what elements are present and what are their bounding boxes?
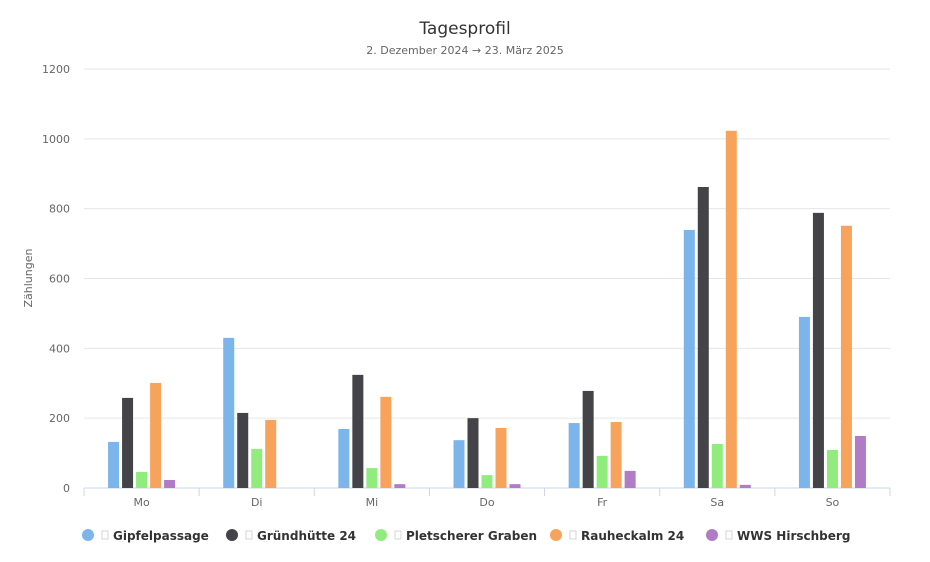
bar[interactable] [624,470,636,488]
legend-item[interactable]: Gipfelpassage [82,529,209,543]
bar[interactable] [610,422,622,488]
x-tick-label: So [826,496,840,509]
legend-item[interactable]: Rauheckalm 24 [550,529,684,543]
bar[interactable] [223,337,235,488]
missing-glyph-icon [101,530,109,540]
legend-marker-icon [82,529,94,541]
bar[interactable] [812,212,824,488]
legend-marker-icon [375,529,387,541]
bar[interactable] [453,440,465,488]
bar[interactable] [739,484,751,488]
bar[interactable] [352,374,364,488]
y-tick-label: 400 [49,342,70,355]
legend-marker-icon [706,529,718,541]
bar[interactable] [338,428,350,488]
legend-item[interactable]: Pletscherer Graben [375,529,537,543]
legend-label: Gipfelpassage [113,529,209,543]
bar[interactable] [380,396,392,488]
legend-item[interactable]: Gründhütte 24 [226,529,356,543]
y-tick-label: 0 [63,482,70,495]
y-tick-label: 800 [49,203,70,216]
bar[interactable] [854,435,866,488]
chart-subtitle: 2. Dezember 2024 → 23. März 2025 [366,44,563,57]
legend-label: WWS Hirschberg [737,529,850,543]
bar[interactable] [725,130,737,489]
legend-marker-icon [550,529,562,541]
bar[interactable] [265,419,277,488]
bar[interactable] [122,397,134,488]
y-tick-label: 600 [49,273,70,286]
bar[interactable] [237,412,249,488]
y-tick-label: 200 [49,412,70,425]
bar[interactable] [596,455,608,488]
chart-title: Tagesprofil [418,19,510,39]
bar[interactable] [509,484,521,488]
bar[interactable] [711,444,723,488]
bar[interactable] [366,468,378,488]
bar[interactable] [697,187,709,489]
x-tick-label: Do [479,496,494,509]
bar[interactable] [582,390,594,488]
bar[interactable] [394,484,406,488]
legend-label: Pletscherer Graben [406,529,537,543]
legend-label: Gründhütte 24 [257,529,356,543]
y-axis-label: Zählungen [22,248,35,307]
bar[interactable] [481,475,493,488]
x-tick-label: Fr [597,496,608,509]
x-tick-label: Sa [710,496,724,509]
y-tick-label: 1200 [42,63,70,76]
x-tick-label: Mi [366,496,379,509]
bar[interactable] [798,316,810,488]
missing-glyph-icon [245,530,253,540]
bar[interactable] [568,423,580,488]
bar[interactable] [840,225,852,489]
legend-item[interactable]: WWS Hirschberg [706,529,850,543]
y-tick-label: 1000 [42,133,70,146]
bar[interactable] [826,449,838,488]
x-tick-label: Di [251,496,263,509]
bar[interactable] [495,427,507,488]
legend-label: Rauheckalm 24 [581,529,684,543]
missing-glyph-icon [725,530,733,540]
bar[interactable] [683,229,695,489]
missing-glyph-icon [569,530,577,540]
bar[interactable] [136,471,148,488]
x-tick-label: Mo [133,496,149,509]
bar[interactable] [150,382,162,488]
missing-glyph-icon [394,530,402,540]
bar[interactable] [164,479,176,488]
bar[interactable] [467,418,479,488]
bar[interactable] [108,441,120,488]
bar[interactable] [251,448,263,488]
legend-marker-icon [226,529,238,541]
